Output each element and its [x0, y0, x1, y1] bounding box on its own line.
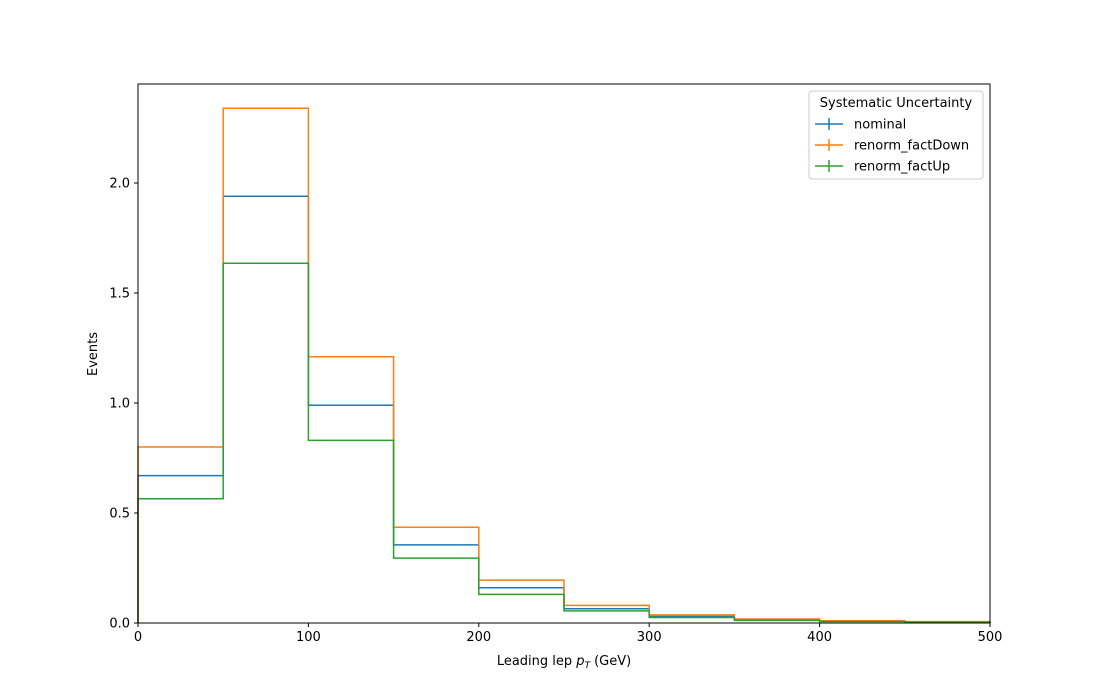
- x-tick-label: 100: [296, 630, 321, 645]
- x-tick-label: 200: [466, 630, 491, 645]
- y-axis-label: Events: [86, 332, 101, 376]
- x-axis: 0 100 200 300 400 500: [134, 623, 1003, 645]
- series-renorm-factup: [137, 262, 991, 623]
- legend-box: [808, 90, 984, 180]
- legend-title: Systematic Uncertainty: [820, 96, 973, 111]
- axes-frame: [137, 83, 991, 624]
- legend-label-renorm-factdown: renorm_factDown: [854, 139, 969, 154]
- x-axis-label: Leading lep pT (GeV): [497, 654, 631, 671]
- x-tick-label: 300: [637, 630, 662, 645]
- x-tick-label: 400: [807, 630, 832, 645]
- x-axis-label-subscript: T: [585, 661, 592, 671]
- series-layer: [137, 107, 991, 623]
- legend: Systematic Uncertainty nominal renorm_fac…: [808, 90, 984, 180]
- y-tick-label: 2.0: [109, 177, 130, 192]
- y-tick-label: 0.0: [109, 617, 130, 632]
- legend-entry-renorm-factdown: renorm_factDown: [815, 139, 969, 154]
- y-axis: 0.0 0.5 1.0 1.5 2.0: [109, 177, 138, 632]
- legend-entry-renorm-factup: renorm_factUp: [815, 160, 950, 175]
- x-axis-label-symbol: p: [575, 654, 584, 669]
- x-tick-label: 500: [978, 630, 1003, 645]
- y-tick-label: 1.5: [109, 287, 130, 302]
- series-line-renorm-factup: [137, 262, 991, 623]
- legend-entry-nominal: nominal: [815, 118, 906, 133]
- y-tick-label: 0.5: [109, 507, 130, 522]
- legend-entries: nominal renorm_factDown renorm_factUp: [815, 118, 969, 175]
- x-tick-label: 0: [134, 630, 142, 645]
- y-tick-label: 1.0: [109, 397, 130, 412]
- x-axis-label-text: Leading lep: [497, 654, 572, 669]
- x-axis-label-unit: (GeV): [594, 654, 631, 669]
- legend-label-nominal: nominal: [854, 118, 906, 133]
- legend-label-renorm-factup: renorm_factUp: [854, 160, 950, 175]
